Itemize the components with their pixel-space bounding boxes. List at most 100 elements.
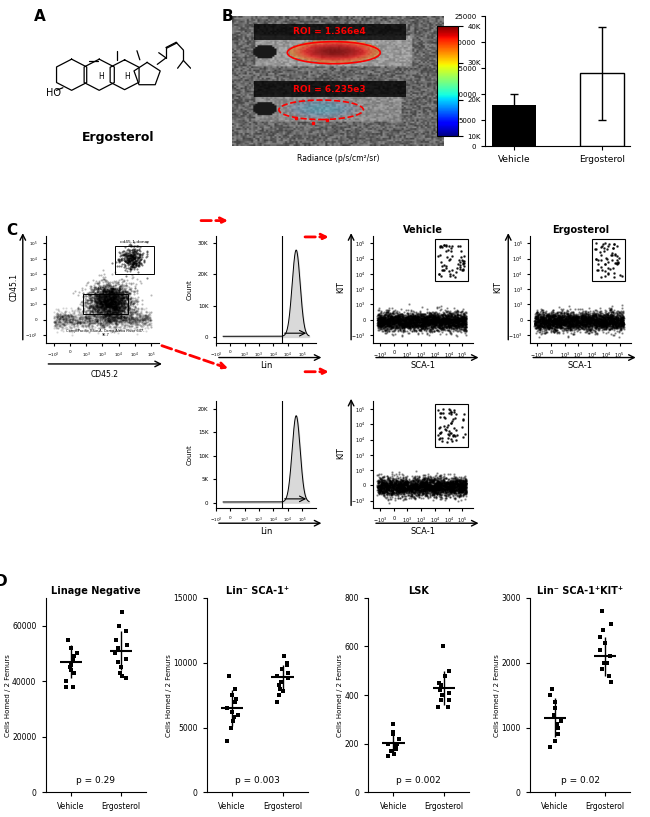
Point bbox=[111, 303, 121, 316]
Point bbox=[62, 315, 73, 328]
Point bbox=[593, 321, 603, 334]
Point bbox=[108, 313, 118, 326]
Point bbox=[86, 291, 96, 304]
Point bbox=[459, 484, 469, 498]
Point bbox=[436, 482, 446, 495]
Point bbox=[439, 422, 450, 435]
Point bbox=[380, 476, 391, 489]
Point bbox=[375, 319, 385, 332]
Point bbox=[399, 484, 410, 497]
Point bbox=[554, 301, 564, 314]
Point bbox=[549, 314, 559, 327]
Point bbox=[382, 487, 392, 500]
Point bbox=[422, 479, 432, 492]
Point bbox=[441, 485, 452, 498]
Point bbox=[100, 299, 110, 312]
Point bbox=[609, 313, 619, 326]
Point bbox=[105, 281, 115, 294]
Point bbox=[408, 481, 419, 494]
Point bbox=[410, 310, 420, 323]
Point bbox=[441, 324, 452, 337]
Point bbox=[60, 310, 71, 324]
Point bbox=[396, 319, 406, 332]
Point bbox=[102, 305, 112, 318]
Point bbox=[422, 313, 432, 326]
Point bbox=[124, 301, 134, 314]
Point bbox=[554, 326, 564, 339]
Point bbox=[377, 316, 387, 329]
Point bbox=[388, 311, 398, 324]
Point bbox=[562, 318, 573, 331]
Point bbox=[413, 323, 424, 336]
Point bbox=[582, 315, 593, 328]
Point bbox=[395, 475, 406, 489]
Point bbox=[417, 313, 428, 326]
Point bbox=[407, 477, 417, 490]
Point bbox=[540, 317, 551, 330]
Point bbox=[111, 290, 121, 303]
Point bbox=[551, 315, 561, 328]
Point bbox=[612, 305, 622, 318]
Point bbox=[84, 290, 95, 303]
Point bbox=[58, 310, 68, 323]
Point bbox=[460, 313, 471, 326]
Point bbox=[592, 314, 602, 327]
Point bbox=[97, 318, 107, 331]
Point bbox=[449, 484, 460, 498]
Point bbox=[86, 298, 97, 311]
Point bbox=[87, 288, 98, 301]
Point bbox=[538, 319, 549, 333]
Point bbox=[388, 307, 398, 320]
Point bbox=[594, 315, 604, 328]
Point bbox=[450, 309, 460, 322]
Point bbox=[420, 481, 430, 494]
Point bbox=[458, 318, 469, 331]
Point bbox=[115, 292, 125, 306]
Point bbox=[105, 301, 115, 315]
Point bbox=[443, 311, 454, 324]
Point bbox=[567, 318, 577, 331]
Point bbox=[103, 292, 113, 306]
Point bbox=[90, 306, 101, 319]
Point bbox=[448, 311, 458, 324]
Point bbox=[386, 473, 396, 486]
Point bbox=[457, 481, 467, 494]
Point bbox=[406, 485, 417, 498]
Point bbox=[564, 316, 574, 329]
Point bbox=[101, 308, 111, 321]
Point bbox=[571, 318, 581, 331]
Point bbox=[447, 239, 457, 252]
Point bbox=[373, 479, 384, 492]
Point bbox=[395, 486, 406, 499]
Point bbox=[570, 319, 580, 332]
Point bbox=[450, 312, 461, 325]
Point bbox=[128, 297, 138, 310]
Point bbox=[137, 314, 148, 327]
Point bbox=[432, 481, 443, 494]
Point bbox=[458, 479, 468, 492]
Point bbox=[616, 315, 626, 328]
Point bbox=[435, 431, 445, 444]
Point bbox=[563, 308, 573, 321]
Point bbox=[577, 315, 588, 328]
Point bbox=[114, 310, 125, 324]
Point bbox=[404, 312, 414, 325]
Point bbox=[532, 317, 543, 330]
Point bbox=[612, 318, 623, 331]
Point bbox=[458, 477, 469, 490]
Point bbox=[450, 315, 460, 328]
Point bbox=[129, 261, 140, 274]
Point bbox=[88, 300, 98, 313]
Point bbox=[422, 478, 433, 491]
Point bbox=[451, 477, 462, 490]
Point bbox=[408, 489, 419, 502]
Point bbox=[422, 483, 433, 496]
Point bbox=[459, 480, 469, 493]
Point bbox=[402, 481, 413, 494]
Point bbox=[402, 317, 412, 330]
Point bbox=[556, 715, 566, 728]
Point bbox=[530, 315, 540, 328]
Point bbox=[410, 483, 421, 496]
Point bbox=[132, 283, 142, 297]
Point bbox=[603, 318, 613, 331]
